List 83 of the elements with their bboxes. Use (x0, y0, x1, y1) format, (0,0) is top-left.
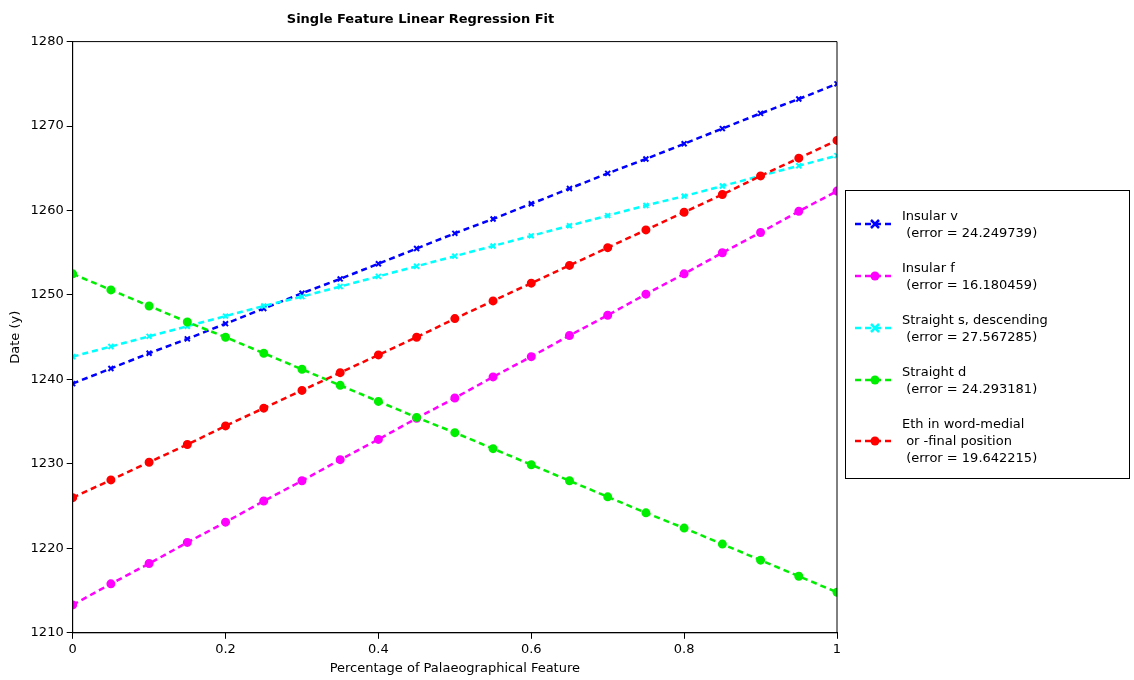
legend-label: Straight d (error = 24.293181) (902, 363, 1038, 397)
point (679, 523, 689, 533)
point (450, 393, 460, 403)
point (106, 285, 116, 295)
point (642, 155, 650, 163)
y-axis-title: Date (y) (7, 310, 23, 364)
point (679, 269, 689, 279)
point (221, 421, 231, 431)
point (298, 293, 306, 301)
point (106, 579, 116, 589)
point (259, 496, 269, 506)
point (335, 380, 345, 390)
point (373, 350, 383, 360)
point (335, 368, 345, 378)
point (182, 439, 192, 449)
point (526, 278, 536, 288)
point (259, 403, 269, 413)
point (718, 182, 726, 190)
point (450, 314, 460, 324)
point (144, 301, 154, 311)
point (297, 385, 307, 395)
point (488, 296, 498, 306)
point (641, 508, 651, 518)
point (335, 455, 345, 465)
point (641, 225, 651, 235)
point (488, 444, 498, 454)
point (603, 310, 613, 320)
x-tick-label: 1 (832, 640, 842, 656)
x-tick-label: 0.6 (520, 640, 542, 656)
point (756, 555, 766, 565)
x-tick-label: 0.8 (673, 640, 695, 656)
point (373, 396, 383, 406)
y-tick-label: 1230 (30, 455, 64, 471)
legend-label: Insular f (error = 16.180459) (902, 259, 1038, 293)
point (756, 227, 766, 237)
point (717, 189, 727, 199)
point (182, 537, 192, 547)
point (336, 275, 344, 283)
point (717, 539, 727, 549)
point (564, 331, 574, 341)
chart-title: Single Feature Linear Regression Fit (286, 11, 555, 27)
legend-label: Eth in word-medial or -final position (error = 19.642215) (902, 415, 1038, 466)
y-tick-label: 1250 (30, 286, 64, 302)
point (259, 348, 269, 358)
point (297, 364, 307, 374)
point (144, 559, 154, 569)
point (106, 475, 116, 485)
point (297, 476, 307, 486)
point (526, 352, 536, 362)
legend-label: Straight s, descending (error = 27.567285) (902, 311, 1048, 345)
y-tick-label: 1240 (30, 370, 64, 386)
point (795, 95, 803, 103)
y-tick-label: 1210 (30, 624, 64, 640)
point (182, 317, 192, 327)
point (144, 457, 154, 467)
point (679, 207, 689, 217)
point (794, 153, 804, 163)
y-tick-label: 1270 (30, 117, 64, 133)
point (717, 248, 727, 258)
point (488, 372, 498, 382)
point (412, 332, 422, 342)
y-tick-label: 1220 (30, 539, 64, 555)
point (564, 476, 574, 486)
point (794, 206, 804, 216)
point (603, 243, 613, 253)
point (145, 349, 153, 357)
x-tick-label: 0.2 (215, 640, 236, 656)
legend-label: Insular v (error = 24.249739) (902, 207, 1038, 241)
y-tick-label: 1280 (30, 32, 64, 48)
point (450, 428, 460, 438)
x-axis-title: Percentage of Palaeographical Feature (329, 659, 581, 675)
point (680, 140, 688, 148)
point (641, 289, 651, 299)
point (526, 460, 536, 470)
point (221, 332, 231, 342)
point (373, 434, 383, 444)
x-tick-label: 0 (68, 640, 77, 656)
point (603, 492, 613, 502)
point (221, 517, 231, 527)
point (564, 260, 574, 270)
point (794, 571, 804, 581)
y-tick-label: 1260 (30, 201, 64, 217)
x-tick-label: 0.4 (368, 640, 389, 656)
